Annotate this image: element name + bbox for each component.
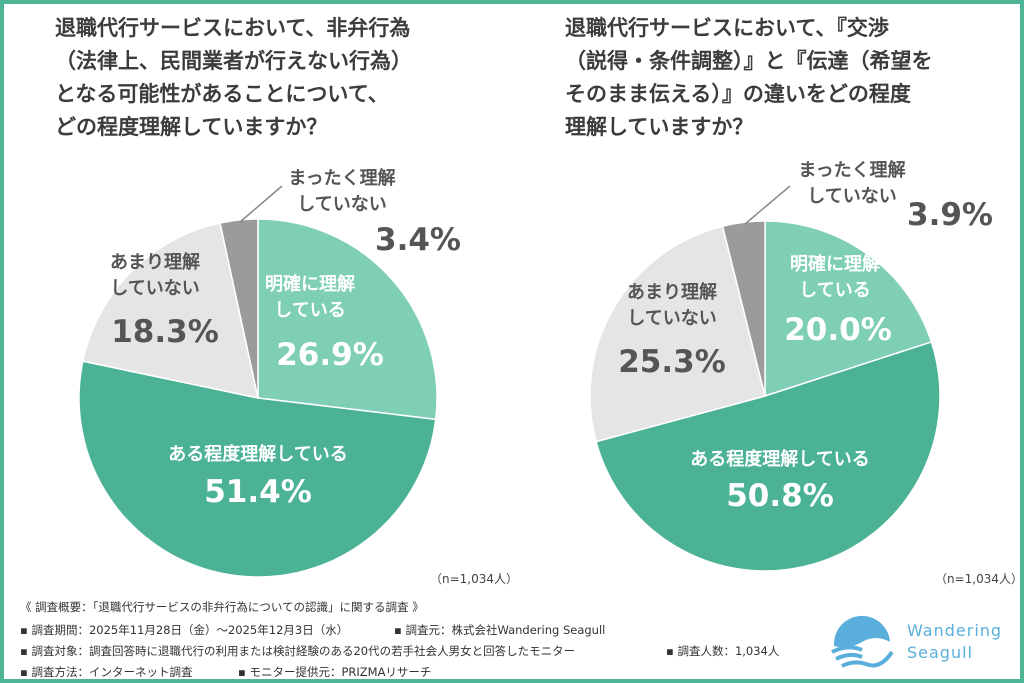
- chart-title-right: 退職代行サービスにおいて、『交渉 （説得・条件調整）』と『伝達（希望を そのまま…: [565, 16, 933, 139]
- slice-value-not-at-all: 3.9%: [907, 197, 993, 233]
- slice-label-clear: 明確に理解 している: [265, 274, 355, 321]
- pie-chart-left: [78, 218, 438, 578]
- pie-chart-right: [589, 220, 941, 572]
- slice-label-not-at-all: まったく理解 していない: [798, 160, 906, 207]
- survey-overview: 《 調査概要：「退職代行サービスの非弁行為についての認識」に関する調査 》: [20, 600, 424, 614]
- slice-label-clear: 明確に理解 している: [790, 254, 880, 301]
- sample-size-left: （n=1,034人）: [430, 572, 519, 586]
- sample-size-right: （n=1,034人）: [935, 572, 1024, 586]
- pie-slice: [595, 340, 941, 572]
- slice-label-not-at-all: まったく理解 していない: [288, 168, 396, 215]
- pie-slice: [78, 360, 437, 578]
- slice-value-not-at-all: 3.4%: [375, 222, 461, 258]
- slice-value-somewhat: 51.4%: [204, 474, 312, 510]
- pie-slice: [721, 220, 766, 397]
- chart-title-left: 退職代行サービスにおいて、非弁行為 （法律上、民間業者が行えない行為） となる可…: [55, 16, 412, 139]
- slice-value-clear: 20.0%: [784, 312, 892, 348]
- logo-text: Wandering Seagull: [907, 621, 1003, 662]
- slice-label-somewhat: ある程度理解している: [168, 444, 348, 465]
- survey-source: ▪ 調査元：株式会社Wandering Seagull: [394, 623, 606, 637]
- leader-line-right: [744, 185, 791, 225]
- slice-label-not-much: あまり理解 していない: [627, 282, 717, 329]
- slice-value-clear: 26.9%: [276, 337, 384, 373]
- pie-slice: [764, 220, 933, 398]
- survey-period: ▪ 調査期間：2025年11月28日（金）～2025年12月3日（水）: [20, 623, 349, 637]
- pie-slice: [257, 218, 438, 421]
- pie-slice: [589, 225, 766, 443]
- slice-label-not-much: あまり理解 していない: [110, 252, 200, 299]
- leader-line-left: [239, 185, 283, 223]
- survey-target: ▪ 調査対象：調査回答時に退職代行の利用または検討経験のある20代の若手社会人男…: [20, 644, 576, 658]
- slice-label-somewhat: ある程度理解している: [690, 449, 870, 470]
- survey-count: ▪ 調査人数：1,034人: [666, 644, 780, 658]
- survey-panel: ▪ モニター提供元：PRIZMAリサーチ: [238, 665, 432, 679]
- pie-slice: [219, 218, 259, 399]
- slice-value-not-much: 18.3%: [111, 314, 219, 350]
- survey-method: ▪ 調査方法：インターネット調査: [20, 665, 193, 679]
- pie-slice: [81, 222, 259, 399]
- slice-value-not-much: 25.3%: [618, 344, 726, 380]
- slice-value-somewhat: 50.8%: [726, 478, 834, 514]
- wandering-seagull-logo-icon: [831, 615, 894, 668]
